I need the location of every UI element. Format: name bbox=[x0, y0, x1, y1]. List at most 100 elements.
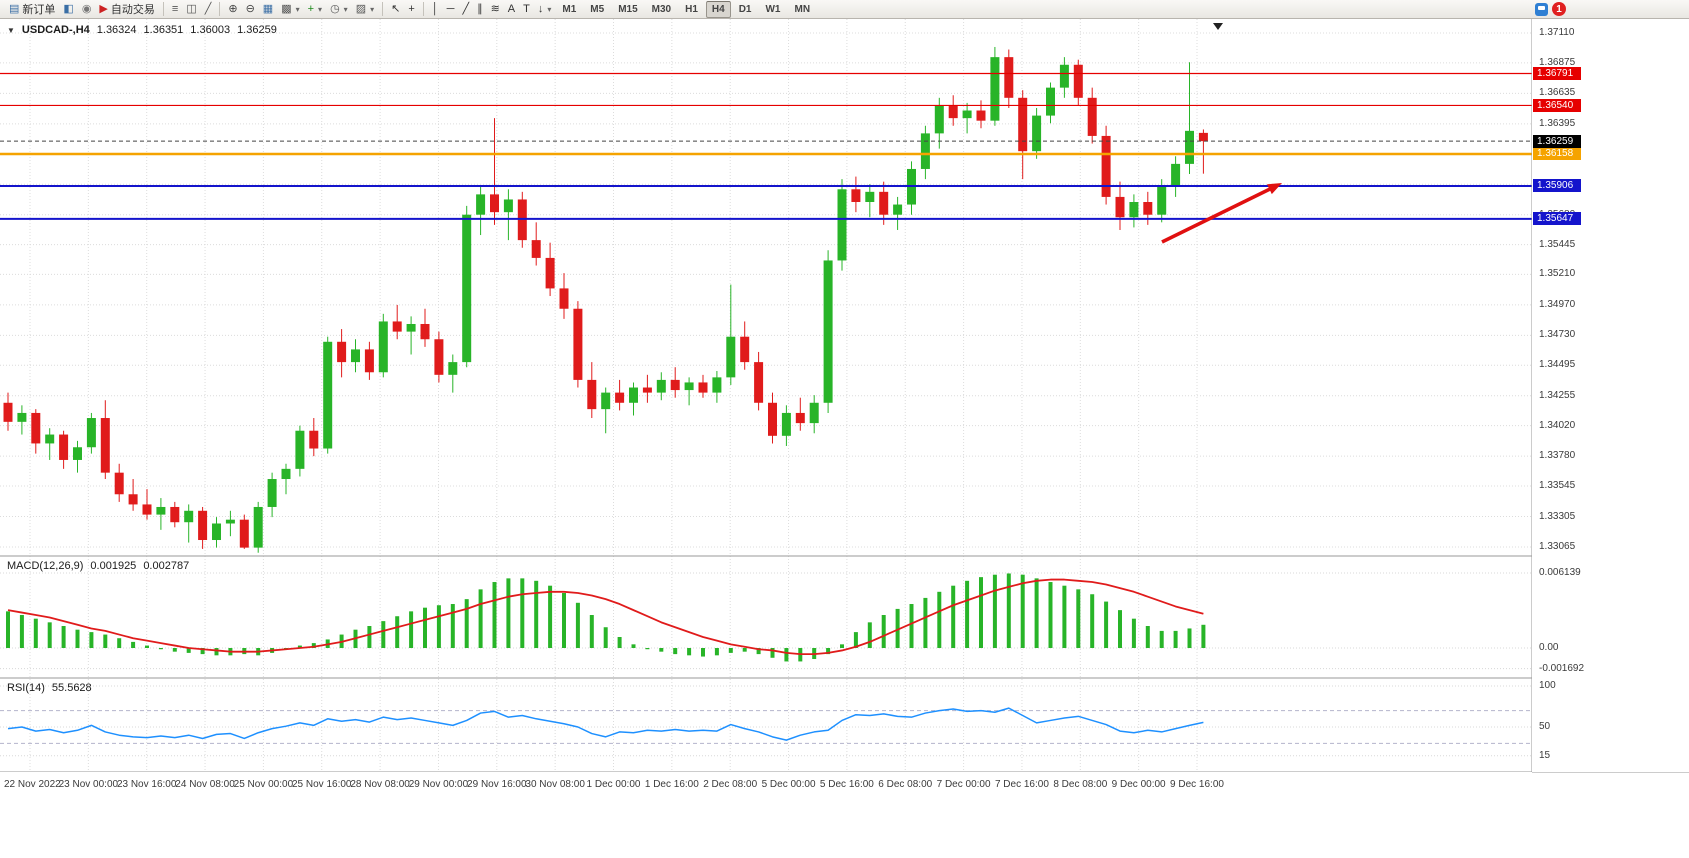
candle-body bbox=[225, 519, 235, 524]
macd-bar bbox=[1173, 630, 1178, 648]
price-axis[interactable]: 1.371101.368751.366351.363951.361601.359… bbox=[1532, 19, 1689, 772]
zoom-in-button[interactable]: ⊕ bbox=[224, 1, 241, 18]
tile-windows-icon: ▦ bbox=[262, 2, 274, 15]
macd-bar bbox=[1104, 601, 1109, 648]
new-order-icon: ▤ bbox=[9, 2, 20, 15]
macd-bar bbox=[61, 626, 66, 648]
candle-body bbox=[490, 194, 499, 213]
candle-body bbox=[1198, 132, 1208, 142]
macd-bar bbox=[103, 634, 108, 648]
cursor-icon: ↖ bbox=[391, 2, 401, 15]
dropdown-arrow-icon[interactable]: ▾ bbox=[295, 4, 300, 14]
text-button[interactable]: A bbox=[504, 1, 519, 18]
timeframe-h4-button[interactable]: H4 bbox=[705, 0, 731, 18]
zoom-out-button[interactable]: ⊖ bbox=[242, 1, 259, 18]
resistance-line-2-price-box[interactable]: 1.36540 bbox=[1533, 98, 1581, 112]
candle-body bbox=[1004, 57, 1014, 98]
timeframe-h1-button[interactable]: H1 bbox=[685, 3, 698, 15]
price-tick-label: 1.33780 bbox=[1539, 450, 1576, 462]
macd-bar bbox=[701, 648, 705, 657]
chart-shift-marker-icon[interactable] bbox=[1213, 23, 1223, 30]
rsi-value: 55.5628 bbox=[51, 682, 92, 694]
candle-body bbox=[601, 392, 611, 410]
time-label: 28 Nov 08:00 bbox=[350, 779, 410, 790]
templates-button[interactable]: ▨ ▾ bbox=[352, 1, 378, 18]
macd-bar bbox=[145, 645, 149, 648]
periods-button[interactable]: ◷ ▾ bbox=[326, 1, 352, 18]
time-label: 8 Dec 08:00 bbox=[1053, 779, 1108, 790]
horizontal-levels bbox=[0, 72, 1532, 220]
macd-bar bbox=[742, 648, 747, 652]
arrows-button[interactable]: ↓ ▾ bbox=[534, 1, 556, 18]
horizontal-line-button[interactable]: ─ bbox=[443, 1, 459, 18]
macd-bar bbox=[867, 622, 872, 648]
macd-bar bbox=[895, 608, 900, 648]
support-line-2-price-box[interactable]: 1.35647 bbox=[1533, 212, 1581, 226]
candle-body bbox=[295, 430, 305, 469]
dropdown-arrow-icon[interactable]: ▾ bbox=[547, 4, 552, 14]
timeframe-m5-button[interactable]: M5 bbox=[590, 3, 605, 15]
candle-body bbox=[309, 430, 319, 449]
channel-icon: ∥ bbox=[477, 2, 483, 15]
cursor-button[interactable]: ↖ bbox=[387, 1, 404, 18]
macd-bar bbox=[75, 629, 80, 648]
pivot-line-price-box[interactable]: 1.36158 bbox=[1533, 147, 1581, 161]
crosshair-button[interactable]: + bbox=[404, 1, 418, 18]
time-axis[interactable]: 22 Nov 2022 23 Nov 00:00 23 Nov 16:00 24 No… bbox=[0, 772, 1532, 796]
ohlc-high: 1.36351 bbox=[143, 24, 184, 36]
dropdown-arrow-icon[interactable]: ▾ bbox=[343, 4, 348, 14]
timeframe-m15-button[interactable]: M15 bbox=[618, 3, 638, 15]
price-tick-label: 1.36395 bbox=[1539, 117, 1576, 129]
timeframe-w1-button[interactable]: W1 bbox=[765, 3, 781, 15]
auto-trading-button[interactable]: ▶ 自动交易 bbox=[95, 1, 158, 18]
bar-chart-button[interactable]: ≡ bbox=[168, 1, 182, 18]
support-line-1-price-box[interactable]: 1.35906 bbox=[1533, 179, 1581, 193]
dropdown-arrow-icon[interactable]: ▾ bbox=[318, 4, 323, 14]
notification-badge[interactable]: 1 bbox=[1552, 2, 1566, 16]
macd-bar bbox=[1034, 578, 1039, 648]
community-icon[interactable] bbox=[1535, 2, 1548, 16]
macd-bar bbox=[840, 644, 844, 648]
indicators-icon: + bbox=[307, 2, 315, 15]
candle-body bbox=[768, 402, 777, 436]
macd-bar bbox=[367, 626, 372, 648]
main-toolbar: ▤ 新订单 ◧ ◉ ▶ 自动交易 ≡ ◫ ╱ ⊕ ⊖ ▦ ▩ ▾ + ▾ ◷ ▾ ▨ ▾ ↖ + │ ─ ╱ ∥ ≋ A T ↓ ▾ M1 M… bbox=[0, 0, 1689, 19]
tile-windows-button[interactable]: ▦ bbox=[259, 1, 277, 18]
chart-profiles-button[interactable]: ◧ bbox=[59, 1, 77, 18]
candlestick-chart-button[interactable]: ◫ bbox=[182, 1, 200, 18]
new-order-button[interactable]: ▤ 新订单 bbox=[5, 1, 59, 18]
timeframe-mn-button[interactable]: MN bbox=[794, 3, 811, 15]
candle-body bbox=[184, 510, 194, 523]
candle-body bbox=[781, 412, 791, 436]
trend-arrow[interactable] bbox=[1161, 183, 1282, 244]
candle-body bbox=[3, 402, 13, 422]
fibonacci-button[interactable]: ≋ bbox=[487, 1, 504, 18]
candle-body bbox=[434, 339, 444, 375]
market-sound-button[interactable]: ◉ bbox=[78, 1, 96, 18]
macd-bar bbox=[534, 580, 539, 648]
timeframe-d1-button[interactable]: D1 bbox=[738, 3, 752, 15]
trendline-button[interactable]: ╱ bbox=[458, 1, 473, 18]
ohlc-close: 1.36259 bbox=[237, 24, 277, 36]
candle-body bbox=[59, 434, 69, 460]
candle-body bbox=[1018, 97, 1028, 152]
resistance-line-1-price-box[interactable]: 1.36791 bbox=[1533, 67, 1581, 81]
indicators-button[interactable]: + ▾ bbox=[304, 1, 326, 18]
timeframe-m1-button[interactable]: M1 bbox=[562, 3, 577, 15]
macd-bar bbox=[450, 604, 455, 648]
auto-trading-icon: ▶ bbox=[99, 2, 108, 15]
rsi-tick-label: 100 bbox=[1539, 680, 1556, 691]
dropdown-arrow-icon[interactable]: ▾ bbox=[370, 4, 375, 14]
line-chart-button[interactable]: ╱ bbox=[201, 1, 216, 18]
quote-panel-toggle-icon[interactable]: ▼ bbox=[7, 25, 15, 35]
timeframe-m30-button[interactable]: M30 bbox=[651, 3, 672, 15]
chart-header: ▼ USDCAD-,H4 1.36324 1.36351 1.36003 1.3… bbox=[7, 24, 277, 36]
text-label-button[interactable]: T bbox=[519, 1, 534, 18]
auto-arrange-button[interactable]: ▩ ▾ bbox=[277, 1, 303, 18]
macd-bar bbox=[603, 627, 608, 648]
macd-bar bbox=[33, 618, 38, 648]
equidistant-channel-button[interactable]: ∥ bbox=[473, 1, 487, 18]
vertical-line-button[interactable]: │ bbox=[428, 1, 443, 18]
time-label: 1 Dec 00:00 bbox=[586, 779, 641, 790]
